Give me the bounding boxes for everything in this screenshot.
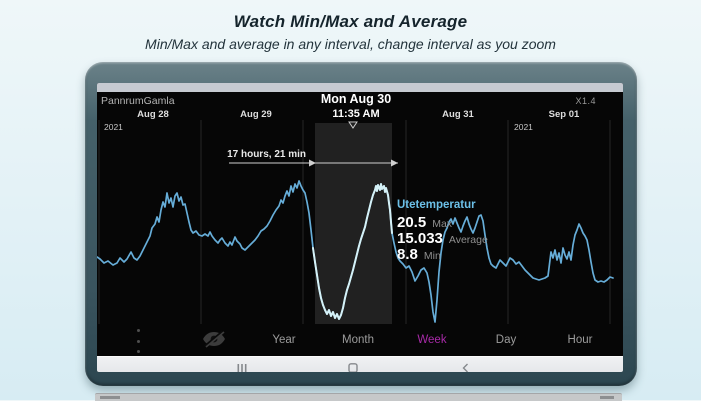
stat-row-average: 15.033 Average	[397, 231, 488, 246]
day-label: Sep 01	[548, 109, 580, 120]
back-button[interactable]	[460, 360, 472, 372]
max-label: Max	[432, 217, 453, 230]
tab-day[interactable]: Day	[495, 334, 517, 346]
measure-arrowhead	[391, 159, 398, 167]
selection-band[interactable]	[315, 123, 392, 324]
page-subtitle: Min/Max and average in any interval, cha…	[145, 36, 556, 52]
tab-month[interactable]: Month	[342, 334, 374, 346]
tab-year[interactable]: Year	[272, 334, 296, 346]
stat-row-max: 20.5 Max	[397, 215, 488, 230]
series-name-label: Utetemperatur	[397, 199, 476, 211]
page-title: Watch Min/Max and Average	[233, 12, 468, 31]
home-button[interactable]	[347, 360, 359, 372]
selection-marker-icon[interactable]	[348, 121, 358, 129]
min-value: 8.8	[397, 245, 418, 263]
min-label: Min	[423, 249, 441, 262]
average-value: 15.033	[397, 229, 443, 247]
eye-off-icon[interactable]	[201, 329, 227, 349]
android-nav-bar	[97, 356, 623, 372]
day-label: Aug 31	[442, 109, 474, 120]
tab-week[interactable]: Week	[417, 334, 447, 346]
interval-tab-bar: Year Month Week Day Hour	[247, 328, 617, 352]
zoom-scale-indicator: X1.4	[575, 96, 596, 106]
temperature-line-highlighted	[312, 183, 393, 320]
overflow-menu-icon[interactable]	[133, 327, 143, 355]
max-value: 20.5	[397, 213, 427, 231]
chart-svg[interactable]	[97, 83, 623, 372]
selected-time-header: 11:35 AM	[332, 108, 380, 120]
tab-hour[interactable]: Hour	[567, 334, 593, 346]
average-label: Average	[448, 233, 488, 246]
day-label: Aug 29	[240, 109, 272, 120]
interval-duration-label: 17 hours, 21 min	[227, 149, 306, 160]
app-label: PannrumGamla	[101, 95, 175, 107]
stat-row-min: 8.8 Min	[397, 247, 488, 262]
status-bar	[97, 83, 623, 92]
partial-element-below	[95, 393, 622, 401]
interval-stats-panel: Utetemperatur 20.5 Max 15.033 Average 8.…	[397, 199, 488, 263]
tablet-device-frame: PannrumGamla X1.4 Mon Aug 30 11:35 AM Au…	[85, 62, 637, 386]
year-label: 2021	[514, 122, 533, 132]
day-label: Aug 28	[137, 109, 169, 120]
measure-arrowhead	[309, 159, 316, 167]
recent-apps-button[interactable]	[236, 360, 248, 372]
selected-day-header: Mon Aug 30	[320, 92, 392, 106]
app-screen: PannrumGamla X1.4 Mon Aug 30 11:35 AM Au…	[97, 83, 623, 372]
year-label: 2021	[104, 122, 123, 132]
